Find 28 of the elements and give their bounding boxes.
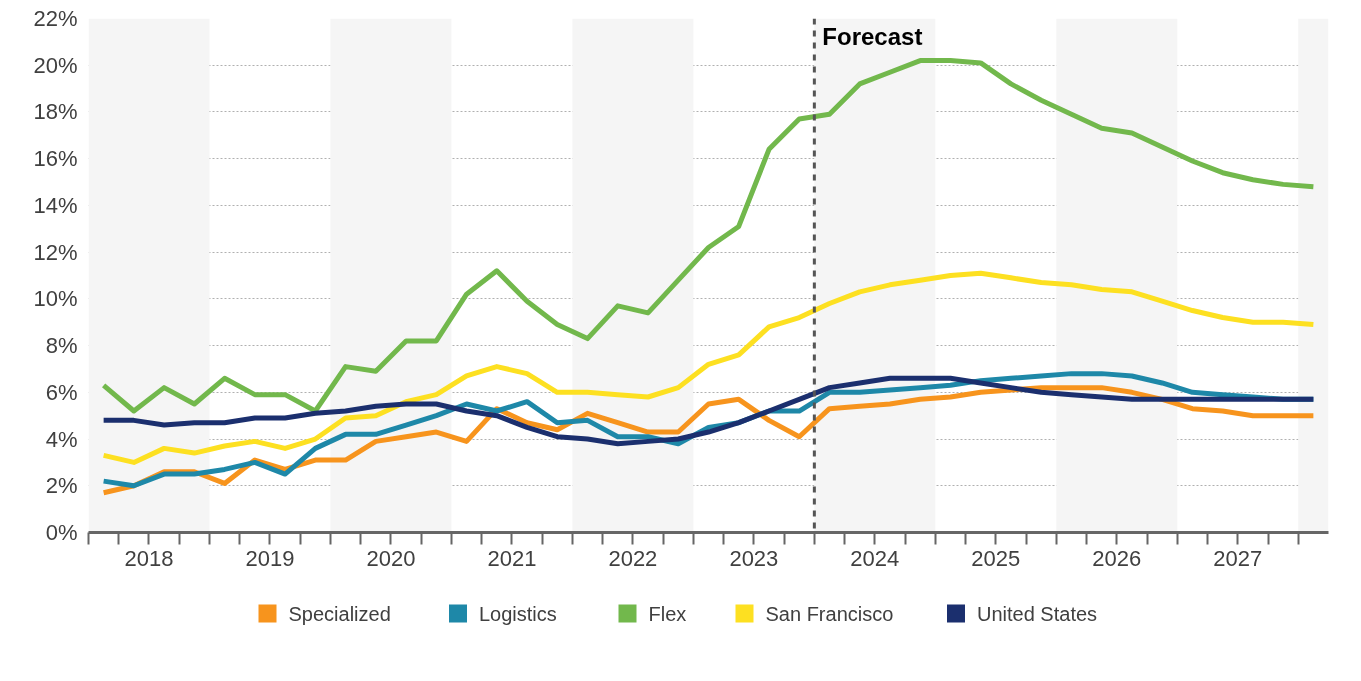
x-tick-label: 2026 — [1092, 545, 1142, 571]
x-tick-label: 2025 — [971, 545, 1021, 571]
y-tick-label: 6% — [45, 379, 78, 405]
x-tick-label: 2019 — [245, 545, 295, 571]
legend-label: Flex — [648, 602, 687, 625]
ref-line-label: Forecast — [822, 22, 923, 50]
y-tick-label: 18% — [33, 99, 78, 125]
y-tick-label: 0% — [45, 520, 78, 545]
x-tick-label: 2027 — [1213, 545, 1263, 571]
x-tick-label: 2018 — [124, 545, 174, 571]
y-tick-label: 10% — [33, 286, 78, 312]
y-tick-label: 16% — [33, 146, 78, 172]
y-tick-label: 20% — [33, 52, 78, 78]
legend-label: Specialized — [288, 602, 391, 625]
x-tick-label: 2021 — [487, 545, 537, 571]
x-tick-label: 2023 — [729, 545, 779, 571]
x-tick-label: 2022 — [608, 545, 658, 571]
y-tick-label: 8% — [45, 333, 78, 359]
y-tick-label: 14% — [33, 192, 78, 218]
x-tick-label: 2024 — [850, 545, 900, 571]
y-tick-label: 4% — [45, 426, 78, 452]
y-tick-label: 2% — [45, 473, 78, 499]
legend-label: San Francisco — [765, 602, 894, 625]
y-tick-label: 12% — [33, 239, 78, 265]
legend-label: Logistics — [479, 602, 557, 625]
x-tick-label: 2020 — [366, 545, 416, 571]
legend-label: United States — [977, 602, 1098, 625]
y-tick-label: 22% — [33, 6, 78, 31]
